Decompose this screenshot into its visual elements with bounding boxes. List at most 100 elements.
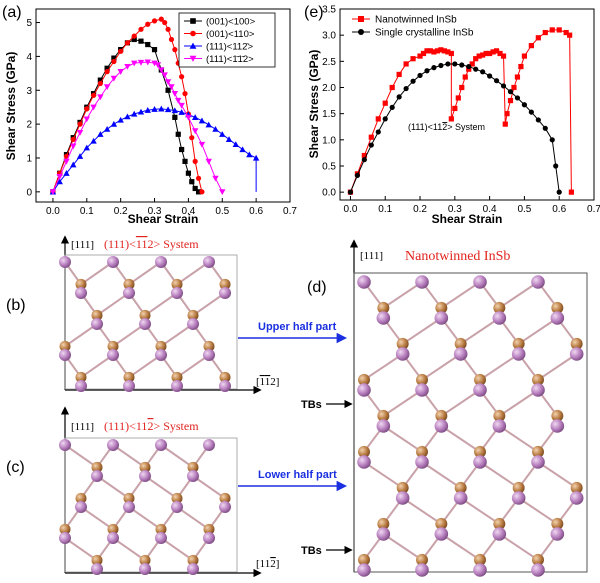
bond (537, 461, 578, 489)
data-point (521, 102, 528, 108)
data-point (191, 114, 199, 120)
data-point (528, 43, 534, 49)
sb-atom (219, 371, 231, 383)
data-point (90, 137, 97, 144)
data-point (117, 116, 124, 123)
data-point (553, 163, 559, 169)
data-point (97, 77, 103, 83)
data-point (459, 84, 465, 91)
bond (460, 497, 500, 525)
data-point (182, 91, 188, 97)
bond (518, 317, 558, 345)
data-point (151, 47, 158, 53)
sb-atom (435, 517, 448, 530)
series-3 (49, 59, 226, 196)
data-point (368, 134, 374, 140)
sb-atom (59, 523, 71, 535)
in-atom (171, 380, 183, 392)
data-point (511, 84, 517, 91)
data-point (502, 121, 508, 127)
sb-atom (91, 554, 103, 566)
lower-half-label: Lower half part (258, 469, 337, 481)
data-point (212, 126, 219, 132)
in-atom (550, 311, 565, 325)
data-point (518, 63, 524, 70)
bond (498, 533, 539, 561)
data-point (90, 104, 97, 111)
in-atom (139, 470, 151, 482)
x-tick-label: 0.0 (343, 204, 357, 215)
data-point (487, 73, 493, 79)
data-point (232, 141, 240, 148)
bond (144, 475, 178, 500)
in-atom (531, 455, 545, 469)
bond (192, 475, 226, 500)
in-atom (434, 527, 449, 541)
sb-atom (435, 409, 448, 422)
data-point (158, 67, 165, 74)
data-point (420, 50, 427, 57)
data-point (145, 41, 151, 48)
series-0 (347, 27, 574, 195)
in-atom (203, 349, 215, 361)
y-tick-label: 5 (26, 18, 32, 29)
bond (402, 497, 442, 525)
data-point (410, 78, 416, 84)
bond (176, 261, 210, 286)
y-tick-label: 3 (26, 86, 32, 97)
data-point (500, 83, 507, 89)
data-point (396, 94, 402, 100)
data-point (396, 71, 402, 78)
data-point (195, 189, 202, 195)
data-point (219, 189, 226, 196)
data-point (403, 61, 409, 67)
sb-atom (203, 523, 215, 535)
sb-atom (512, 481, 525, 494)
data-point (84, 106, 90, 112)
in-atom (531, 275, 545, 289)
data-point (178, 102, 185, 109)
bond (176, 506, 210, 531)
data-point (168, 36, 175, 43)
data-point (131, 36, 137, 43)
x-tick-label: 0.7 (587, 204, 600, 215)
data-point (137, 59, 145, 66)
bond (112, 444, 146, 469)
data-point (542, 125, 548, 131)
data-point (476, 53, 482, 59)
bond (80, 354, 114, 379)
in-atom (511, 347, 526, 361)
data-point (427, 48, 434, 54)
data-point (252, 154, 260, 161)
sb-atom (454, 337, 467, 350)
bond (128, 506, 162, 531)
in-atom (187, 563, 199, 575)
data-point (198, 117, 206, 124)
data-point (205, 121, 212, 128)
bond (479, 461, 520, 489)
bond (479, 353, 520, 381)
in-atom (357, 275, 371, 289)
series-line (349, 29, 572, 193)
chart-e-frame (339, 8, 595, 201)
data-point (162, 19, 168, 26)
data-point (361, 157, 367, 163)
bond (80, 261, 114, 286)
x-tick-label: 0.2 (413, 204, 427, 215)
chart-a-frame (35, 8, 291, 203)
bond (128, 261, 162, 286)
in-atom (75, 380, 87, 392)
sb-atom (91, 309, 103, 321)
in-atom (219, 287, 231, 299)
x-tick-label: 0.1 (80, 206, 94, 217)
data-point (521, 53, 528, 59)
in-atom (473, 563, 487, 577)
sb-atom (75, 278, 87, 290)
sb-atom (570, 481, 583, 494)
y-tick-label: 3.0 (322, 31, 336, 42)
chart-e: 0.0 0.1 0.2 0.3 0.4 0.5 0.6 0.7 0.0 0.5 1.0 1.5 2.0 2… (307, 5, 600, 227)
data-point (164, 79, 172, 85)
data-point (189, 135, 195, 141)
chart-e-series (347, 27, 574, 195)
y-tick-label: 1.0 (322, 135, 336, 146)
